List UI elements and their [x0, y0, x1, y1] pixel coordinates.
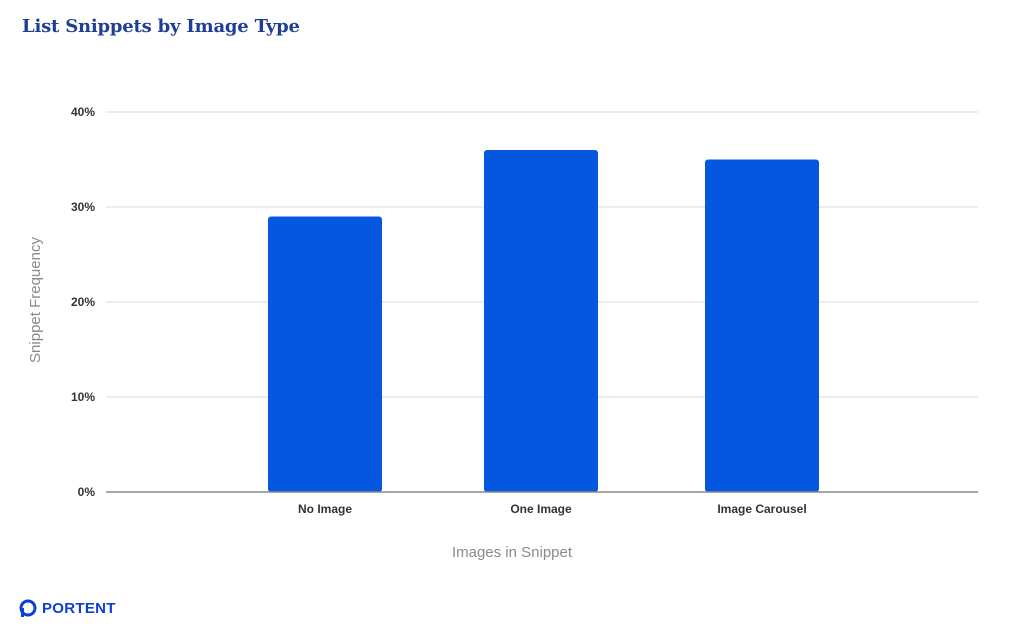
bar-no-image [268, 216, 382, 492]
y-tick-label: 30% [71, 200, 95, 214]
bar-one-image [484, 150, 598, 492]
bar-image-carousel [705, 159, 819, 492]
x-tick-label: One Image [510, 502, 572, 516]
y-tick-label: 20% [71, 295, 95, 309]
x-axis-label: Images in Snippet [452, 544, 573, 561]
y-tick-label: 10% [71, 390, 95, 404]
y-axis-ticks: 0% 10% 20% 30% 40% [71, 105, 95, 499]
x-tick-label: Image Carousel [717, 502, 806, 516]
y-tick-label: 0% [78, 485, 96, 499]
x-axis-ticks: No Image One Image Image Carousel [298, 502, 807, 516]
portent-logo: PORTENT [18, 598, 116, 618]
x-tick-label: No Image [298, 502, 352, 516]
bars [268, 150, 819, 492]
brand-name: PORTENT [42, 599, 116, 617]
y-axis-label: Snippet Frequency [27, 237, 44, 363]
chart-title: List Snippets by Image Type [22, 16, 300, 37]
portent-logo-icon [19, 599, 37, 617]
y-tick-label: 40% [71, 105, 95, 119]
